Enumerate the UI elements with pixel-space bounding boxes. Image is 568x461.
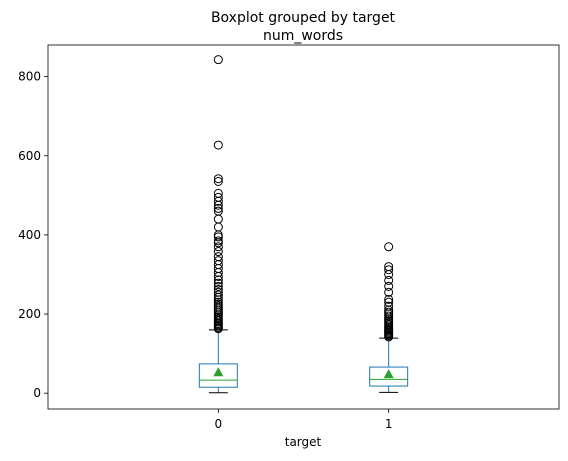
x-tick-label: 0 — [215, 417, 223, 431]
chart-subtitle: num_words — [263, 28, 343, 44]
x-tick-label: 1 — [385, 417, 393, 431]
y-tick-label: 800 — [18, 70, 41, 84]
y-tick-label: 600 — [18, 149, 41, 163]
y-tick-label: 200 — [18, 307, 41, 321]
x-axis-label: target — [285, 435, 322, 449]
y-tick-label: 400 — [18, 228, 41, 242]
chart-title: Boxplot grouped by target — [211, 10, 396, 26]
y-tick-label: 0 — [33, 386, 41, 400]
